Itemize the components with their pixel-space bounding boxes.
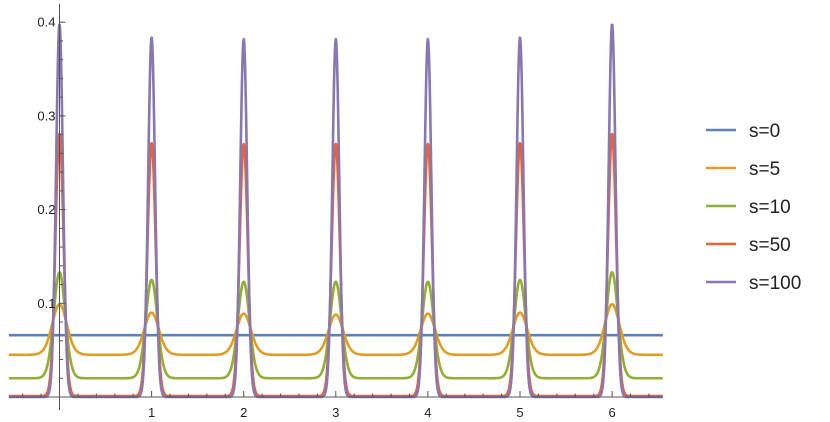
x-tick-label-5: 5	[516, 405, 523, 420]
legend: s=0 s=5 s=10 s=50 s=100	[706, 121, 801, 294]
legend-label-s-5: s=5	[749, 159, 780, 180]
x-tick-label-1: 1	[148, 405, 155, 420]
axes-layer: 1 2 3 4 5 6 0.1 0.2 0.3 0.4	[8, 4, 663, 420]
series-line-s-5	[8, 302, 664, 357]
y-tick-label-0.4: 0.4	[37, 15, 55, 30]
legend-label-s-100: s=100	[749, 273, 801, 294]
legend-label-s-50: s=50	[749, 235, 791, 256]
legend-label-s-10: s=10	[749, 197, 791, 218]
x-tick-label-4: 4	[424, 405, 431, 420]
x-tick-label-2: 2	[240, 405, 247, 420]
series-line-s-10	[8, 271, 664, 380]
legend-label-s-0: s=0	[749, 121, 780, 142]
series-layer	[8, 23, 664, 399]
series-line-s-50	[8, 132, 664, 398]
y-tick-label-0.3: 0.3	[37, 108, 55, 123]
x-tick-label-3: 3	[332, 405, 339, 420]
y-tick-label-0.2: 0.2	[37, 202, 55, 217]
x-tick-label-6: 6	[608, 405, 615, 420]
series-line-s-100	[8, 23, 664, 399]
y-tick-label-0.1: 0.1	[37, 296, 55, 311]
